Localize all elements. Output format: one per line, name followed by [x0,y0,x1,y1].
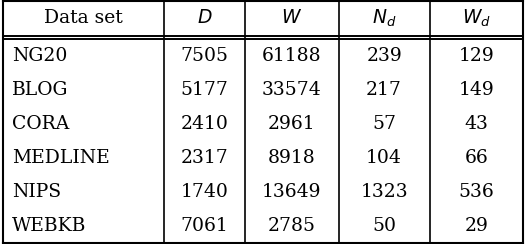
Text: 13649: 13649 [262,183,321,201]
Text: 149: 149 [459,81,494,99]
Text: MEDLINE: MEDLINE [12,149,110,167]
Text: $W_d$: $W_d$ [462,8,491,29]
Text: 2317: 2317 [180,149,228,167]
Text: 66: 66 [464,149,488,167]
Text: NIPS: NIPS [12,183,61,201]
Text: 2785: 2785 [268,217,316,235]
Text: 61188: 61188 [262,47,321,65]
Text: CORA: CORA [12,115,69,133]
Text: 7505: 7505 [180,47,228,65]
Text: $N_d$: $N_d$ [372,8,396,29]
Text: 57: 57 [372,115,396,133]
Text: 1740: 1740 [180,183,228,201]
Text: BLOG: BLOG [12,81,68,99]
Text: 50: 50 [372,217,396,235]
Text: WEBKB: WEBKB [12,217,86,235]
Text: 536: 536 [459,183,494,201]
Text: 2410: 2410 [180,115,228,133]
Text: 129: 129 [459,47,494,65]
Text: 217: 217 [366,81,402,99]
Text: 1323: 1323 [360,183,408,201]
Text: $D$: $D$ [197,9,212,27]
Text: 33574: 33574 [262,81,321,99]
Text: 239: 239 [366,47,402,65]
Text: 104: 104 [366,149,402,167]
Text: 5177: 5177 [180,81,228,99]
Text: $W$: $W$ [281,9,302,27]
Text: 7061: 7061 [180,217,228,235]
Text: NG20: NG20 [12,47,67,65]
Text: 29: 29 [464,217,489,235]
Text: 8918: 8918 [268,149,316,167]
Text: 2961: 2961 [268,115,316,133]
Text: Data set: Data set [44,9,123,27]
Text: 43: 43 [464,115,489,133]
